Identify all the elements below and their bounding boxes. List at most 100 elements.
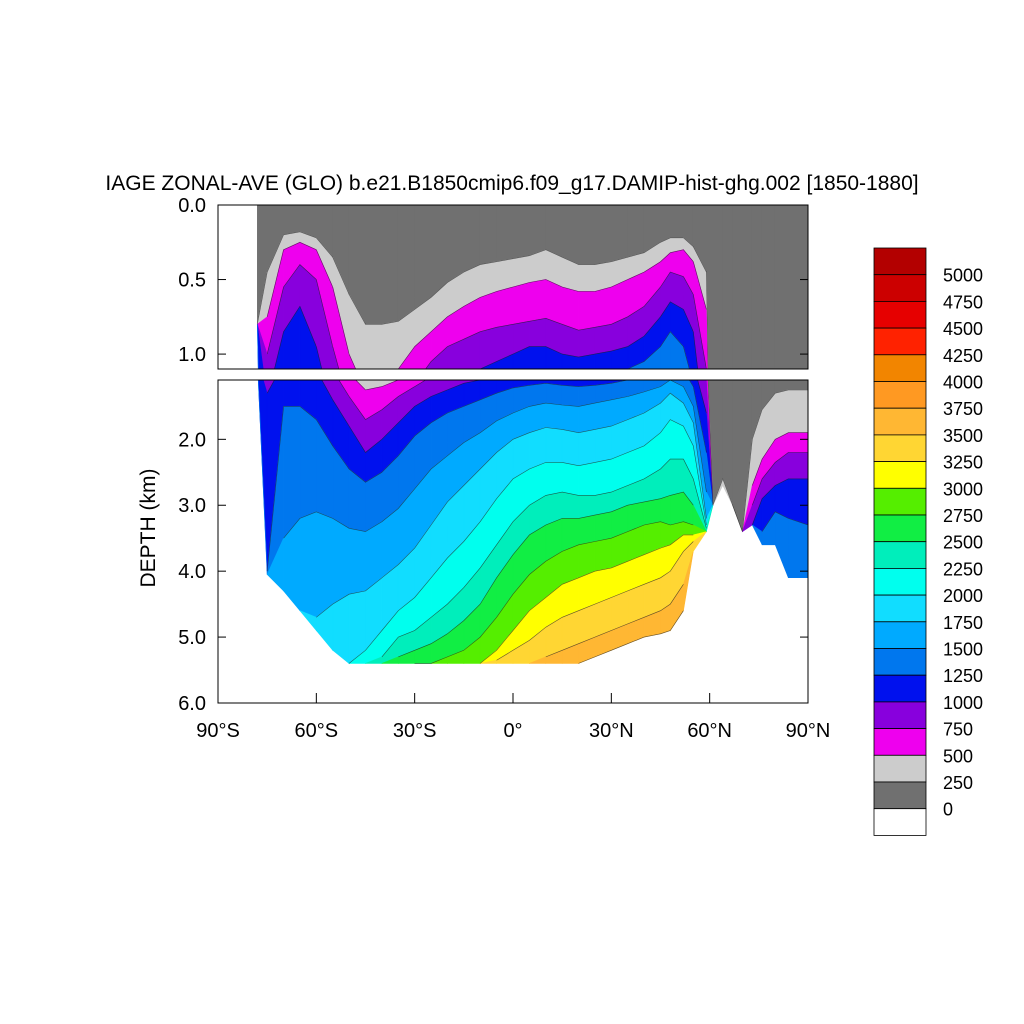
field-band-59-6 bbox=[706, 622, 713, 682]
field-band-25-9 bbox=[594, 491, 612, 516]
colorbar-swatch bbox=[873, 621, 927, 649]
field-band-0-9 bbox=[513, 652, 529, 764]
field-band-5-5 bbox=[529, 382, 547, 407]
field-band-73-0 bbox=[751, 205, 763, 369]
colorbar-label: 3000 bbox=[943, 479, 983, 499]
contour-line-2 bbox=[266, 264, 707, 369]
field-band-45-0 bbox=[660, 205, 671, 243]
field-band-15-5 bbox=[561, 384, 579, 407]
field-band-25-8 bbox=[594, 458, 612, 496]
field-band--55-6 bbox=[333, 682, 349, 876]
colorbar-label: 3250 bbox=[943, 453, 983, 473]
y-tick-label: 3.0 bbox=[178, 495, 206, 517]
field-band-59-5 bbox=[706, 533, 713, 652]
field-band-76-0 bbox=[761, 205, 776, 369]
field-band-30-0 bbox=[611, 205, 629, 263]
field-band-35-14 bbox=[628, 906, 644, 966]
colorbar: 5000475045004250400037503500325030002750… bbox=[873, 247, 983, 836]
field-band-20-7 bbox=[578, 429, 596, 467]
field-band--20-11 bbox=[447, 980, 463, 1010]
field-band-55-9 bbox=[693, 593, 706, 712]
colorbar-label: 5000 bbox=[943, 266, 983, 286]
chart-title: IAGE ZONAL-AVE (GLO) b.e21.B1850cmip6.f0… bbox=[105, 172, 918, 195]
lower-panel-field bbox=[257, 380, 808, 665]
field-band--50-6 bbox=[349, 704, 365, 853]
colorbar-swatch bbox=[873, 568, 927, 596]
field-band-25-6 bbox=[594, 399, 612, 430]
field-band-20-2 bbox=[578, 291, 596, 331]
field-band--35-0 bbox=[397, 205, 415, 322]
field-band-40-10 bbox=[643, 498, 661, 526]
field-band-20-1 bbox=[578, 264, 596, 292]
x-tick-label: 0° bbox=[503, 720, 522, 742]
field-band--5-9 bbox=[497, 690, 513, 817]
field-band-0-0 bbox=[512, 205, 530, 260]
field-band-5-2 bbox=[529, 279, 547, 322]
upper-panel-frame bbox=[217, 204, 809, 370]
field-band--45-0 bbox=[365, 205, 383, 325]
field-band--60-7 bbox=[316, 876, 332, 980]
field-band--25-8 bbox=[431, 772, 447, 906]
field-band--50-6 bbox=[348, 527, 366, 595]
field-band--78-4 bbox=[257, 324, 264, 369]
field-band--5-1 bbox=[496, 258, 514, 292]
field-band-20-3 bbox=[578, 326, 596, 358]
colorbar-swatch bbox=[873, 781, 927, 810]
field-band--25-10 bbox=[431, 943, 447, 1010]
field-band-15-12 bbox=[562, 816, 578, 905]
field-band-20-14 bbox=[579, 950, 595, 1010]
field-band--30-8 bbox=[415, 816, 431, 935]
field-band-70-1 bbox=[742, 503, 752, 712]
field-band--15-0 bbox=[463, 205, 481, 273]
colorbar-swatch bbox=[873, 728, 927, 756]
contour-line-4 bbox=[626, 331, 690, 369]
field-band--10-11 bbox=[480, 906, 496, 1010]
field-band-25-2 bbox=[594, 286, 612, 328]
field-band-25-13 bbox=[595, 861, 611, 950]
field-band-80-0 bbox=[774, 205, 789, 369]
field-band-20-0 bbox=[578, 205, 596, 265]
y-tick-label: 2.0 bbox=[178, 429, 206, 451]
field-band--65-5 bbox=[299, 405, 317, 519]
x-tick-label: 30°N bbox=[589, 720, 634, 742]
field-band-84-0 bbox=[788, 205, 808, 369]
contour-line-11 bbox=[480, 719, 693, 1010]
field-band--5-0 bbox=[496, 205, 514, 263]
upper-y-axis: 0.0 0.5 1.0 bbox=[178, 195, 808, 366]
field-band--20-9 bbox=[447, 839, 463, 943]
contour-line-14 bbox=[579, 891, 684, 1010]
field-band--45-5 bbox=[365, 471, 383, 533]
field-band-25-1 bbox=[594, 261, 612, 292]
x-tick-label: 60°S bbox=[295, 720, 339, 742]
colorbar-swatch bbox=[873, 434, 927, 462]
contour-line-1 bbox=[355, 380, 808, 486]
contour-line-5 bbox=[283, 380, 707, 539]
colorbar-swatch bbox=[873, 327, 927, 356]
field-band-45-12 bbox=[661, 742, 671, 817]
field-band--20-8 bbox=[447, 734, 463, 876]
contour-line-10 bbox=[415, 690, 694, 1011]
colorbar-label: 1250 bbox=[943, 666, 983, 686]
field-band--35-8 bbox=[398, 861, 414, 950]
colorbar-label: 2500 bbox=[943, 533, 983, 553]
field-band-45-10 bbox=[660, 494, 671, 526]
colorbar-label: 2000 bbox=[943, 586, 983, 606]
x-tick-label: 30°S bbox=[393, 720, 437, 742]
field-band-15-14 bbox=[562, 965, 578, 1010]
field-band-84-3 bbox=[788, 452, 808, 480]
contour-line-14 bbox=[578, 610, 684, 664]
field-band-61-0 bbox=[712, 205, 724, 369]
colorbar-label: 1000 bbox=[943, 693, 983, 713]
field-band--70-6 bbox=[284, 682, 300, 891]
field-band-52-11 bbox=[683, 690, 693, 720]
field-band--15-3 bbox=[463, 331, 481, 369]
field-band-70-0 bbox=[742, 205, 753, 369]
field-band-15-6 bbox=[561, 404, 579, 434]
field-band-35-10 bbox=[628, 645, 644, 712]
field-band-10-11 bbox=[546, 757, 562, 861]
colorbar-swatch bbox=[873, 594, 927, 623]
contour-line-9 bbox=[398, 491, 694, 658]
contour-line-2 bbox=[338, 380, 808, 506]
field-band-25-4 bbox=[594, 350, 612, 369]
colorbar-swatch bbox=[873, 808, 927, 836]
